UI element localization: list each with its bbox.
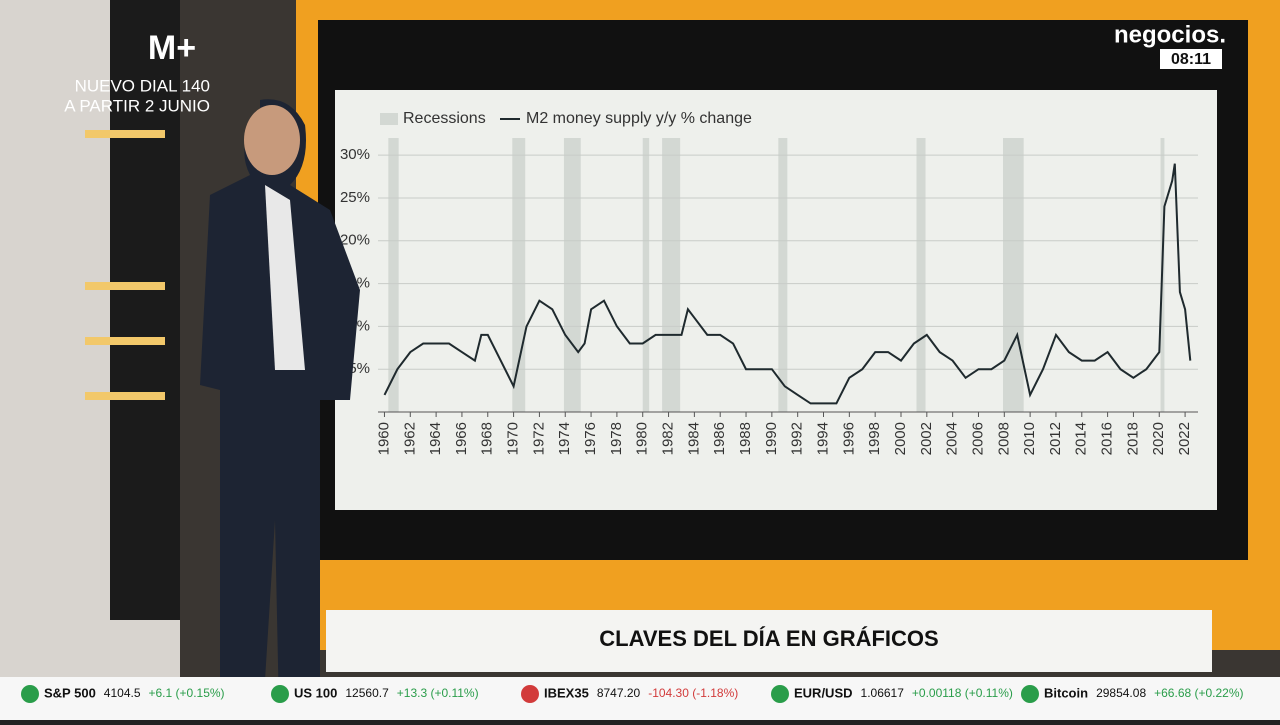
recession: [563, 138, 581, 412]
y-tick-label: 5%: [348, 360, 370, 377]
x-tick-label: 1976: [582, 422, 599, 455]
ticker-icon: [771, 685, 789, 703]
chart: 5%10%15%20%25%30%19601962196419661968197…: [340, 110, 1198, 455]
light: [85, 282, 165, 290]
x-tick-label: 1994: [814, 422, 831, 455]
x-tick-label: 2014: [1073, 422, 1090, 455]
legend-swatch: [380, 113, 398, 125]
ticker-price: 12560.7: [345, 686, 389, 700]
notice: NUEVO DIAL 140: [75, 76, 210, 95]
recession: [662, 138, 681, 412]
x-tick-label: 2016: [1099, 422, 1116, 455]
x-tick-label: 1968: [479, 422, 496, 455]
ticker-price: 1.06617: [861, 686, 905, 700]
light: [85, 392, 165, 400]
ticker-change: +6.1 (+0.15%): [149, 686, 225, 700]
light: [85, 130, 165, 138]
x-tick-label: 2000: [892, 422, 909, 455]
ticker-change: +66.68 (+0.22%): [1154, 686, 1243, 700]
x-tick-label: 1970: [505, 422, 522, 455]
recession: [916, 138, 926, 412]
brand: negocios.: [1114, 21, 1226, 48]
x-tick-label: 1998: [866, 422, 883, 455]
ticker-change: +0.00118 (+0.11%): [912, 686, 1013, 700]
clock: 08:11: [1171, 51, 1211, 68]
ticker-name: IBEX35: [544, 685, 589, 700]
ticker-bg: [0, 677, 1280, 720]
ticker-price: 8747.20: [597, 686, 641, 700]
ticker-price: 29854.08: [1096, 686, 1146, 700]
banner-accent: [326, 604, 1212, 610]
x-tick-label: 2002: [918, 422, 935, 455]
x-tick-label: 1972: [530, 422, 547, 455]
x-tick-label: 2020: [1150, 422, 1167, 455]
recession: [778, 138, 788, 412]
y-tick-label: 20%: [340, 232, 370, 249]
legend-label: Recessions: [403, 110, 486, 127]
ticker-icon: [21, 685, 39, 703]
ticker-icon: [271, 685, 289, 703]
x-tick-label: 1974: [556, 422, 573, 455]
ticker-price: 4104.5: [104, 686, 141, 700]
y-tick-label: 25%: [340, 189, 370, 206]
recession: [1003, 138, 1024, 412]
ticker-icon: [521, 685, 539, 703]
clock-bg: [1160, 49, 1222, 69]
presenter: [200, 99, 360, 725]
banner-text: CLAVES DEL DÍA EN GRÁFICOS: [599, 626, 938, 651]
x-tick-label: 1990: [763, 422, 780, 455]
ticker: S&P 500 4104.5 +6.1 (+0.15%) US 100 12560.7 +…: [21, 685, 1244, 703]
x-tick-label: 2004: [944, 422, 961, 455]
notice: A PARTIR 2 JUNIO: [64, 96, 210, 115]
x-tick-label: 1962: [401, 422, 418, 455]
x-tick-label: 1986: [711, 422, 728, 455]
chart-panel: [335, 90, 1217, 510]
x-tick-label: 1966: [453, 422, 470, 455]
x-tick-label: 1984: [685, 422, 702, 455]
x-tick-label: 2010: [1021, 422, 1038, 455]
ticker-name: US 100: [294, 685, 337, 700]
pillar: [110, 0, 180, 620]
x-tick-label: 1988: [737, 422, 754, 455]
x-tick-label: 1992: [789, 422, 806, 455]
x-tick-label: 1982: [660, 422, 677, 455]
ticker-name: Bitcoin: [1044, 685, 1088, 700]
presenter-face: [244, 105, 300, 175]
ticker-change: +13.3 (+0.11%): [397, 686, 479, 700]
x-tick-label: 1996: [840, 422, 857, 455]
x-tick-label: 2006: [969, 422, 986, 455]
line: [383, 163, 1192, 405]
ticker-name: EUR/USD: [794, 685, 853, 700]
ticker-name: S&P 500: [44, 685, 96, 700]
light: [85, 337, 165, 345]
x-tick-label: 1960: [375, 422, 392, 455]
x-tick-label: 1980: [634, 422, 651, 455]
x-tick-label: 2022: [1176, 422, 1193, 455]
y-tick-label: 30%: [340, 146, 370, 163]
recession: [388, 138, 399, 412]
recession: [642, 138, 650, 412]
ticker-change: -104.30 (-1.18%): [648, 686, 738, 700]
legend-label: M2 money supply y/y % change: [526, 110, 752, 127]
x-tick-label: 2008: [995, 422, 1012, 455]
x-tick-label: 2018: [1124, 422, 1141, 455]
ticker-icon: [1021, 685, 1039, 703]
banner-bg: [326, 604, 1212, 672]
presenter-shirt: [265, 185, 305, 370]
recession: [512, 138, 526, 412]
x-tick-label: 2012: [1047, 422, 1064, 455]
x-tick-label: 1978: [608, 422, 625, 455]
channel-logo: M+: [148, 29, 196, 67]
x-tick-label: 1964: [427, 422, 444, 455]
